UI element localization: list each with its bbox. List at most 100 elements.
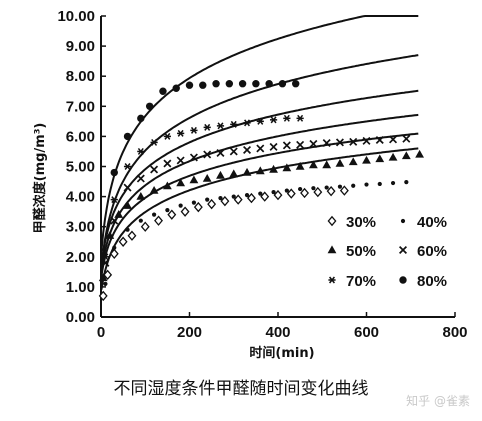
legend-label: 40% (417, 214, 447, 231)
data-point (199, 81, 207, 89)
data-point (165, 208, 170, 213)
data-point (167, 209, 177, 220)
data-point (349, 137, 358, 146)
legend-marker (327, 245, 337, 254)
data-point (296, 114, 304, 122)
data-point (123, 201, 132, 209)
data-point (375, 136, 384, 145)
data-point (229, 147, 238, 156)
data-point (118, 236, 128, 247)
y-tick-label: 3.00 (66, 219, 95, 236)
data-point (295, 161, 305, 170)
data-point (238, 80, 247, 88)
data-point (269, 164, 278, 173)
data-point (243, 145, 252, 154)
fit-curve-2 (100, 113, 419, 272)
legend-label: 60% (417, 243, 447, 260)
data-point (154, 215, 163, 226)
data-point (207, 198, 217, 210)
fit-curve-5 (100, 15, 419, 252)
data-point (110, 196, 118, 204)
data-point (351, 183, 356, 188)
legend-marker (327, 215, 337, 227)
data-point (233, 194, 243, 205)
data-point (127, 230, 137, 241)
figure-caption: 不同湿度条件甲醛随时间变化曲线 (113, 379, 369, 399)
data-point (178, 203, 183, 208)
data-point (309, 160, 318, 169)
y-tick-label: 2.00 (66, 249, 95, 266)
data-points (98, 80, 424, 302)
data-point (203, 150, 212, 159)
data-point (123, 163, 132, 170)
data-point (114, 210, 124, 218)
x-tick-labels: 0 200 400 600 800 (97, 324, 468, 341)
data-point (364, 182, 369, 187)
data-point (205, 197, 210, 202)
legend-label: 70% (346, 273, 376, 290)
data-point (298, 186, 303, 192)
data-point (145, 102, 154, 111)
data-point (242, 167, 252, 176)
fit-curve-4 (100, 54, 419, 268)
data-point (260, 191, 270, 202)
data-point (265, 80, 273, 88)
data-point (258, 191, 263, 196)
data-point (136, 174, 145, 183)
data-point (212, 80, 220, 88)
data-point (271, 189, 276, 195)
data-point (176, 178, 186, 187)
data-point (137, 147, 145, 155)
data-point (246, 192, 256, 204)
data-point (109, 248, 119, 259)
data-point (136, 192, 146, 200)
x-tick-label: 600 (354, 324, 379, 341)
data-point (229, 169, 239, 178)
data-point (163, 132, 171, 140)
data-point (103, 281, 108, 286)
data-point (244, 192, 250, 198)
y-tick-label: 7.00 (66, 98, 95, 115)
data-point (149, 185, 159, 194)
data-point (348, 157, 358, 166)
data-point (140, 221, 150, 232)
data-point (216, 170, 225, 179)
y-tick-label: 8.00 (66, 68, 95, 85)
data-point (390, 180, 396, 186)
data-point (404, 180, 409, 185)
data-point (125, 227, 130, 232)
data-point (324, 185, 329, 190)
data-point (269, 142, 278, 151)
data-point (282, 141, 291, 150)
axes (100, 15, 456, 318)
data-point (177, 129, 185, 137)
data-point (138, 218, 143, 223)
x-tick-label: 200 (177, 324, 202, 341)
data-point (225, 80, 234, 88)
data-point (190, 126, 198, 134)
data-point (269, 116, 278, 124)
data-point (278, 80, 287, 88)
data-point (98, 290, 108, 302)
data-point (402, 134, 411, 143)
data-point (150, 138, 158, 146)
data-point (286, 188, 296, 199)
data-point (189, 175, 199, 184)
data-point (163, 159, 172, 168)
data-point (112, 245, 117, 250)
fit-curve-3 (100, 89, 419, 266)
legend-marker (328, 276, 336, 284)
data-point (256, 117, 264, 125)
data-point (218, 196, 223, 201)
data-point (335, 138, 344, 147)
data-point (152, 212, 157, 217)
y-tick-labels: 0.00 1.00 2.00 3.00 4.00 5.00 6.00 7.00 8.00 9.00… (57, 8, 95, 326)
data-point (362, 136, 371, 145)
x-tick-label: 400 (265, 324, 290, 341)
data-point (282, 163, 292, 172)
data-point (137, 114, 145, 123)
data-point (401, 151, 411, 160)
data-point (216, 122, 225, 130)
data-point (98, 273, 108, 282)
legend-label: 80% (417, 273, 447, 290)
